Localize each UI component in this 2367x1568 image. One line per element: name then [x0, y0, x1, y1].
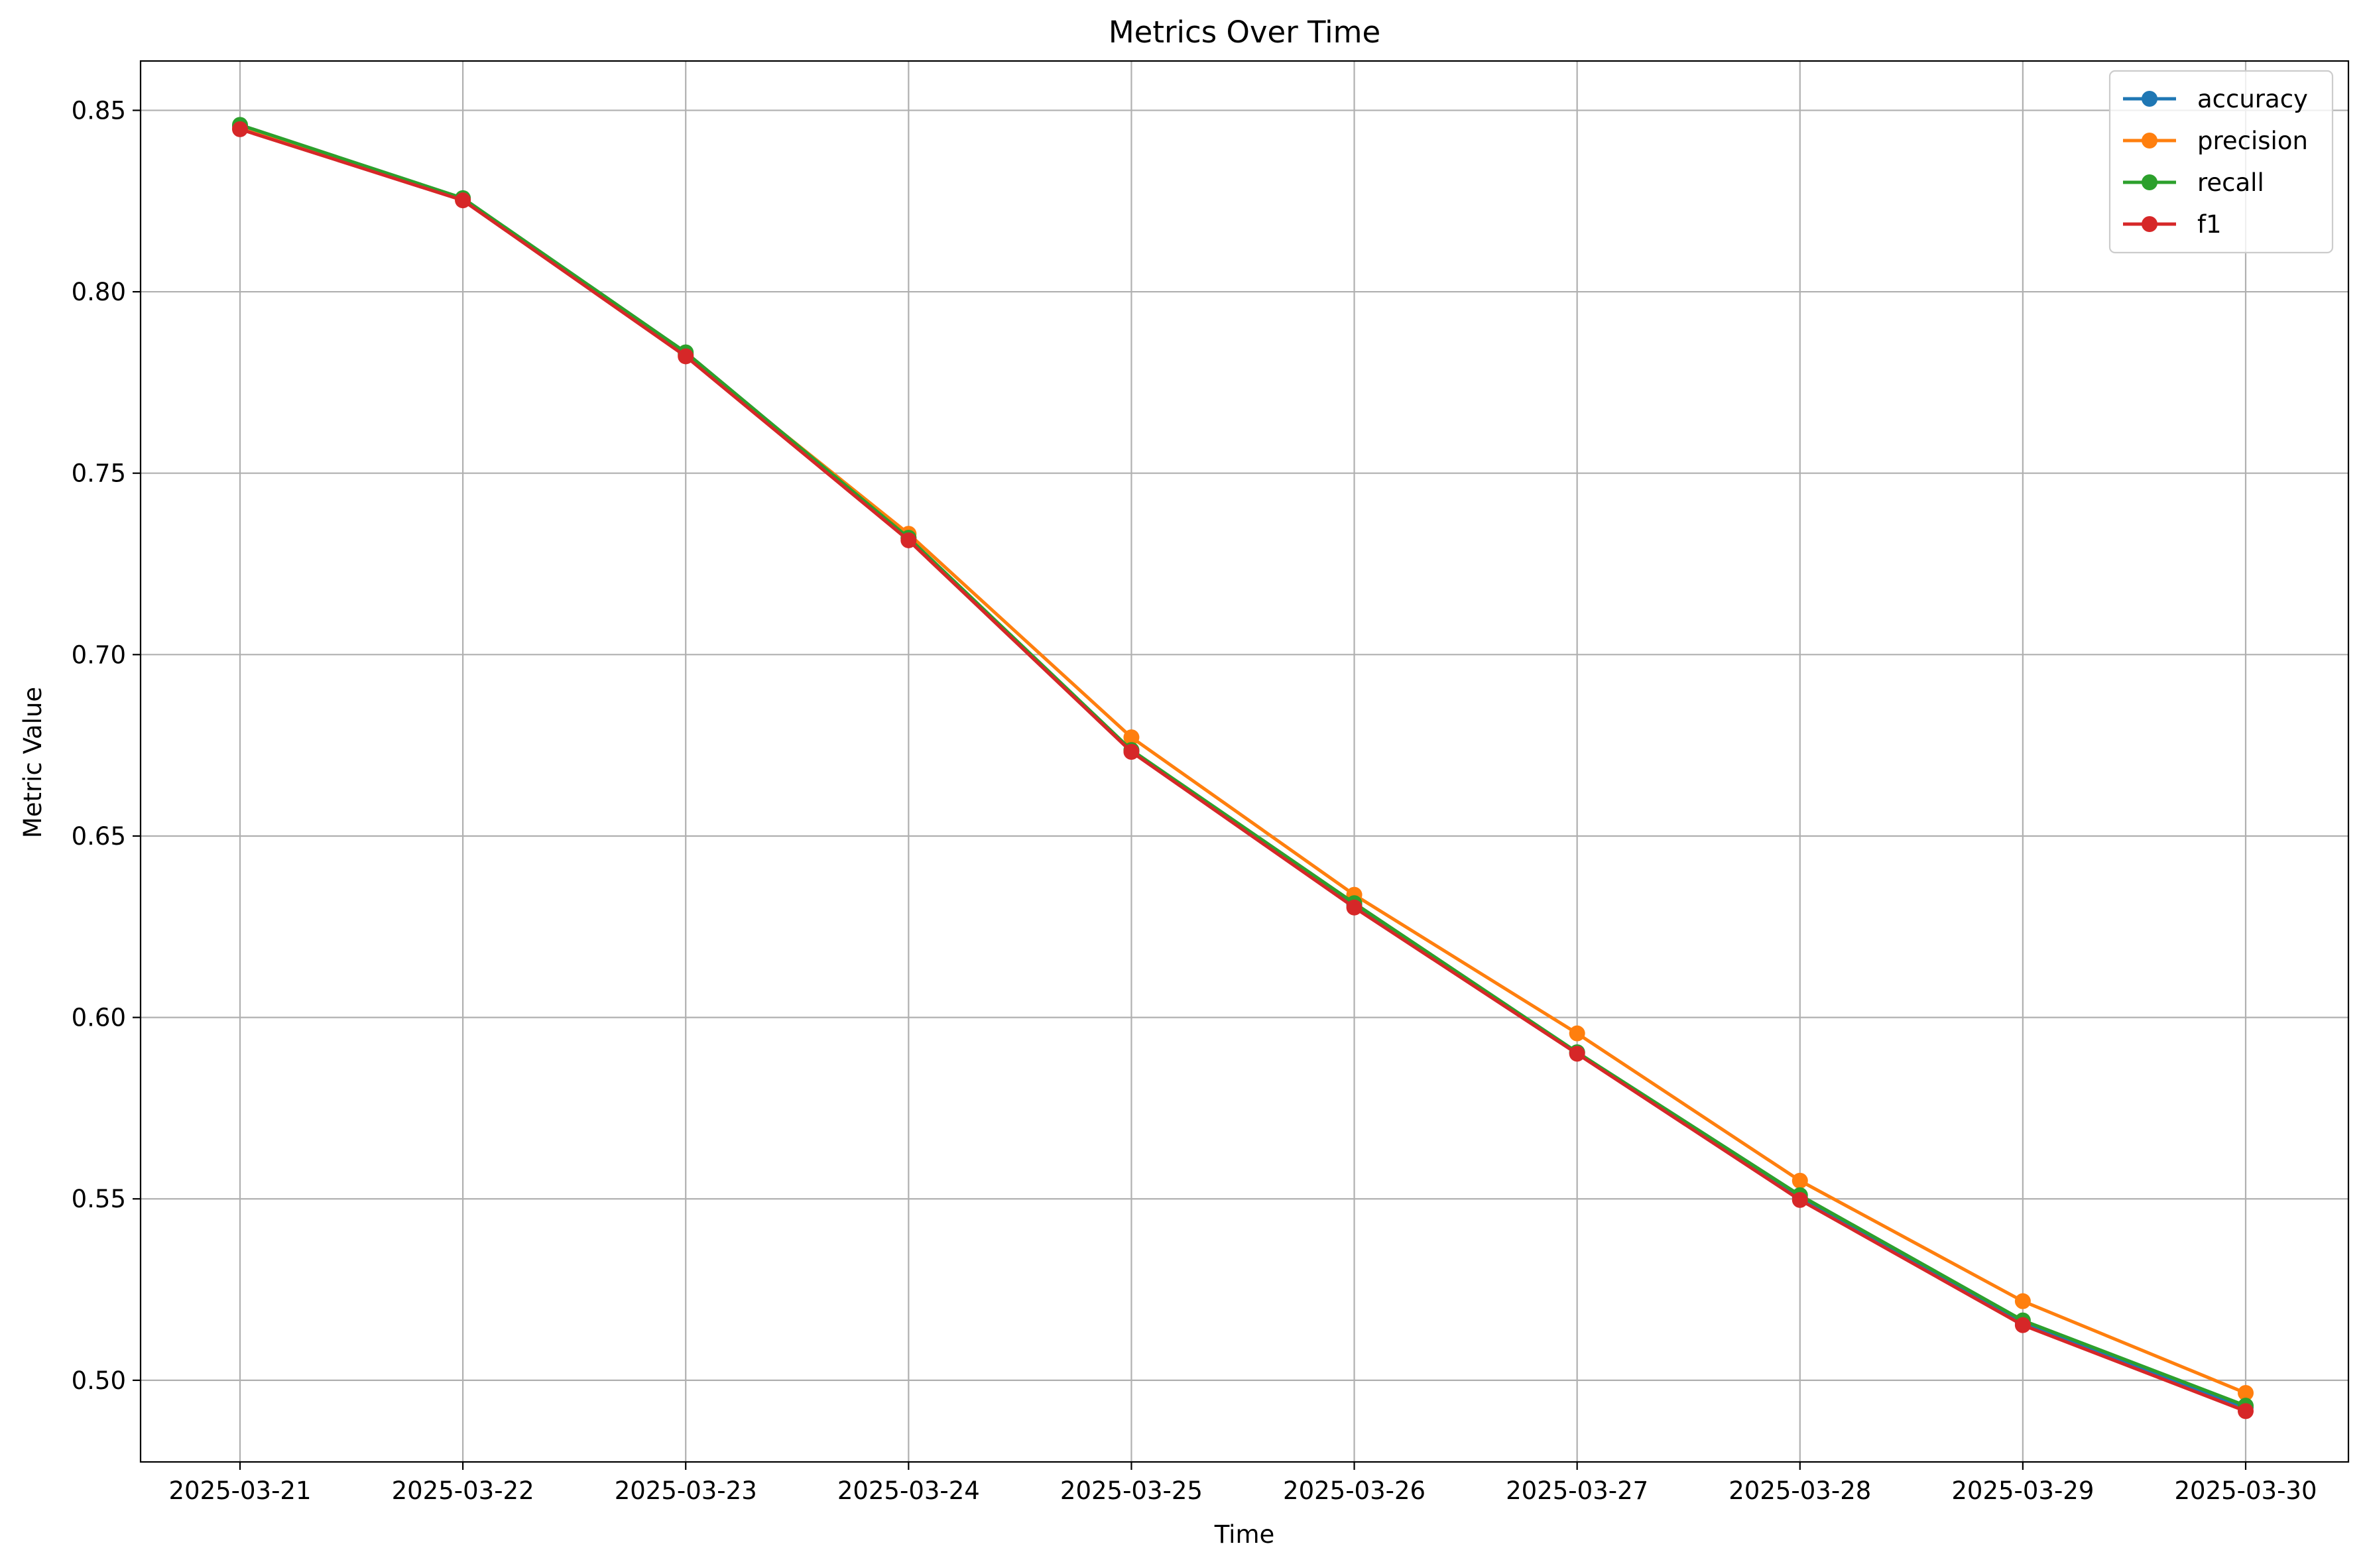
x-tick-label: 2025-03-29 — [1951, 1477, 2094, 1505]
y-tick-label: 0.75 — [72, 459, 126, 488]
series-line-recall — [239, 123, 2246, 1408]
data-point-precision — [1569, 1025, 1585, 1042]
series-f1 — [232, 121, 2254, 1419]
x-tick-label: 2025-03-24 — [837, 1477, 980, 1505]
y-tick-label: 0.85 — [72, 96, 126, 125]
legend-swatch-marker — [2142, 91, 2157, 107]
data-point-f1 — [455, 192, 471, 209]
data-point-f1 — [678, 348, 694, 365]
y-tick-label: 0.80 — [72, 278, 126, 306]
data-point-f1 — [232, 121, 248, 137]
data-point-f1 — [2014, 1317, 2031, 1333]
legend-box — [2108, 70, 2334, 254]
series-line-accuracy — [239, 125, 2246, 1410]
data-point-f1 — [900, 532, 917, 548]
legend-label: precision — [2197, 127, 2308, 155]
y-tick-label: 0.50 — [72, 1366, 126, 1395]
data-point-precision — [2014, 1293, 2031, 1309]
tick-layer: 2025-03-21 2025-03-22 2025-03-23 2025-03-24… — [72, 96, 2317, 1505]
series-line-precision — [239, 127, 2246, 1395]
series-precision — [232, 120, 2254, 1402]
data-point-f1 — [1791, 1191, 1808, 1208]
grid-layer — [141, 61, 2348, 1462]
x-tick-label: 2025-03-22 — [392, 1477, 534, 1505]
plot-frame — [139, 60, 2350, 1463]
data-point-f1 — [1346, 899, 1363, 916]
x-tick-label: 2025-03-23 — [615, 1477, 757, 1505]
legend-swatch-marker — [2142, 174, 2157, 190]
legend-swatch-marker — [2142, 216, 2157, 232]
data-point-precision — [2238, 1385, 2254, 1402]
y-tick-label: 0.55 — [72, 1185, 126, 1213]
chart-title: Metrics Over Time — [1109, 15, 1380, 50]
x-tick-label: 2025-03-30 — [2174, 1477, 2317, 1505]
x-tick-label: 2025-03-25 — [1060, 1477, 1203, 1505]
legend-item-f1: f1 — [2123, 210, 2222, 239]
legend-swatch-marker — [2142, 133, 2157, 149]
x-axis-title: Time — [1214, 1520, 1275, 1549]
y-tick-label: 0.70 — [72, 640, 126, 669]
data-point-precision — [1123, 729, 1140, 746]
series-layer — [232, 117, 2254, 1419]
legend-item-accuracy: accuracy — [2123, 85, 2308, 113]
x-tick-label: 2025-03-26 — [1283, 1477, 1426, 1505]
series-recall — [232, 117, 2254, 1414]
series-accuracy — [232, 119, 2254, 1416]
data-point-f1 — [2238, 1403, 2254, 1419]
legend-items: accuracy precision recall f1 — [2123, 85, 2308, 239]
legend-label: accuracy — [2197, 85, 2308, 113]
x-tick-label: 2025-03-21 — [168, 1477, 311, 1505]
series-line-f1 — [239, 127, 2246, 1413]
x-tick-label: 2025-03-27 — [1506, 1477, 1648, 1505]
legend-label: f1 — [2197, 210, 2222, 239]
data-point-f1 — [1123, 743, 1140, 760]
y-tick-label: 0.60 — [72, 1004, 126, 1032]
data-point-f1 — [1569, 1046, 1585, 1062]
data-point-precision — [1791, 1172, 1808, 1189]
x-tick-label: 2025-03-28 — [1729, 1477, 1871, 1505]
legend-item-precision: precision — [2123, 127, 2308, 155]
legend-label: recall — [2197, 168, 2264, 197]
legend-item-recall: recall — [2123, 168, 2264, 197]
y-axis-title: Metric Value — [19, 687, 47, 838]
y-tick-label: 0.65 — [72, 822, 126, 851]
legend: accuracy precision recall f1 — [2108, 70, 2334, 254]
